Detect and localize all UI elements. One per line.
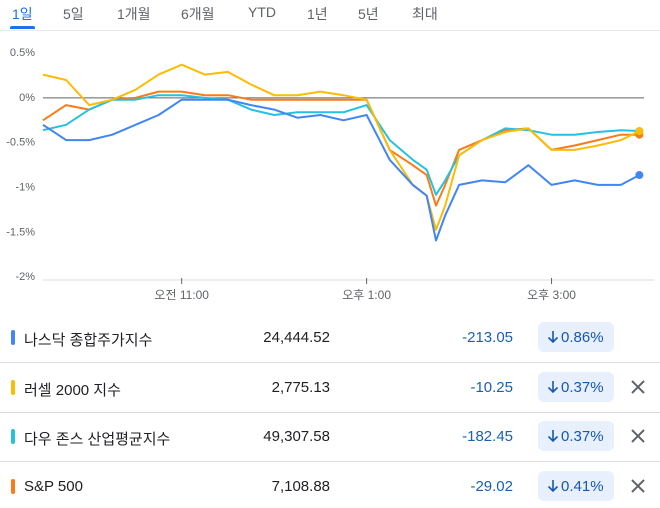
remove-button[interactable] bbox=[630, 379, 646, 395]
x-tick-label: 오전 11:00 bbox=[154, 288, 209, 302]
x-tick-label: 오후 1:00 bbox=[342, 288, 391, 302]
series-color bbox=[11, 330, 15, 345]
percent-text: 0.41% bbox=[561, 477, 604, 495]
range-tab[interactable]: 5년 bbox=[358, 6, 379, 22]
down-arrow bbox=[547, 479, 559, 492]
index-name: 러셀 2000 지수 bbox=[24, 381, 121, 399]
price: 49,307.58 bbox=[263, 428, 330, 445]
y-tick-label: -1.5% bbox=[6, 226, 35, 238]
change: -29.02 bbox=[470, 477, 513, 495]
range-tab[interactable]: 1년 bbox=[307, 6, 328, 22]
range-tab[interactable]: 5일 bbox=[63, 6, 84, 22]
series-color bbox=[11, 379, 15, 395]
change: -10.25 bbox=[470, 378, 513, 396]
index-name: S&P 500 bbox=[24, 477, 83, 495]
remove-button[interactable] bbox=[630, 428, 646, 444]
change: -182.45 bbox=[462, 428, 513, 445]
percent-change: 0.41% bbox=[538, 470, 614, 501]
x-tick-label: 오후 3:00 bbox=[527, 288, 576, 302]
quote-row[interactable]: 다우 존스 산업평균지수 49,307.58 -182.45 0.37% bbox=[0, 412, 660, 462]
change: -213.05 bbox=[462, 329, 513, 346]
y-tick-label: -1% bbox=[15, 182, 35, 194]
price: 7,108.88 bbox=[271, 477, 330, 495]
series-line bbox=[42, 63, 640, 231]
index-name: 다우 존스 산업평균지수 bbox=[24, 431, 171, 448]
end-dot bbox=[635, 171, 644, 180]
percent-text: 0.37% bbox=[561, 378, 604, 396]
percent-text: 0.86% bbox=[561, 329, 604, 346]
range-tab[interactable]: 6개월 bbox=[181, 6, 215, 22]
range-tabs: 1일 5일 1개월 6개월 YTD 1년 5년 최대 bbox=[0, 0, 660, 31]
index-name: 나스닥 종합주가지수 bbox=[24, 332, 153, 349]
quote-table: 나스닥 종합주가지수 24,444.52 -213.05 0.86% 러셀 2000 지… bbox=[0, 313, 660, 508]
remove-button[interactable] bbox=[630, 478, 646, 494]
series-color bbox=[11, 478, 15, 494]
y-tick-label: 0.5% bbox=[10, 47, 35, 59]
range-tab[interactable]: 1개월 bbox=[117, 6, 151, 22]
down-arrow bbox=[547, 380, 559, 393]
price: 24,444.52 bbox=[263, 329, 330, 346]
percent-change: 0.37% bbox=[538, 421, 614, 451]
series-line bbox=[42, 98, 640, 242]
series-color bbox=[11, 429, 15, 444]
quote-row[interactable]: S&P 500 7,108.88 -29.02 0.41% bbox=[0, 462, 660, 508]
chart: 0.5% 0% -0.5% -1% -1.5% -2% 오전 11:00 오후 1:00 오후 … bbox=[6, 47, 654, 302]
percent-change: 0.37% bbox=[538, 371, 614, 402]
y-tick-label: 0% bbox=[19, 92, 35, 104]
range-tab[interactable]: YTD bbox=[248, 4, 276, 20]
range-tab[interactable]: 1일 bbox=[10, 6, 35, 29]
quote-row[interactable]: 나스닥 종합주가지수 24,444.52 -213.05 0.86% bbox=[0, 313, 660, 363]
y-tick-label: -0.5% bbox=[6, 137, 35, 149]
percent-text: 0.37% bbox=[561, 428, 604, 445]
y-tick-label: -2% bbox=[15, 271, 35, 283]
quote-row[interactable]: 러셀 2000 지수 2,775.13 -10.25 0.37% bbox=[0, 363, 660, 413]
price: 2,775.13 bbox=[271, 378, 330, 396]
series-line bbox=[42, 94, 640, 196]
range-tab[interactable]: 최대 bbox=[412, 6, 438, 22]
percent-change: 0.86% bbox=[538, 322, 614, 352]
down-arrow bbox=[547, 331, 559, 344]
end-dot bbox=[635, 127, 644, 136]
down-arrow bbox=[547, 430, 559, 443]
